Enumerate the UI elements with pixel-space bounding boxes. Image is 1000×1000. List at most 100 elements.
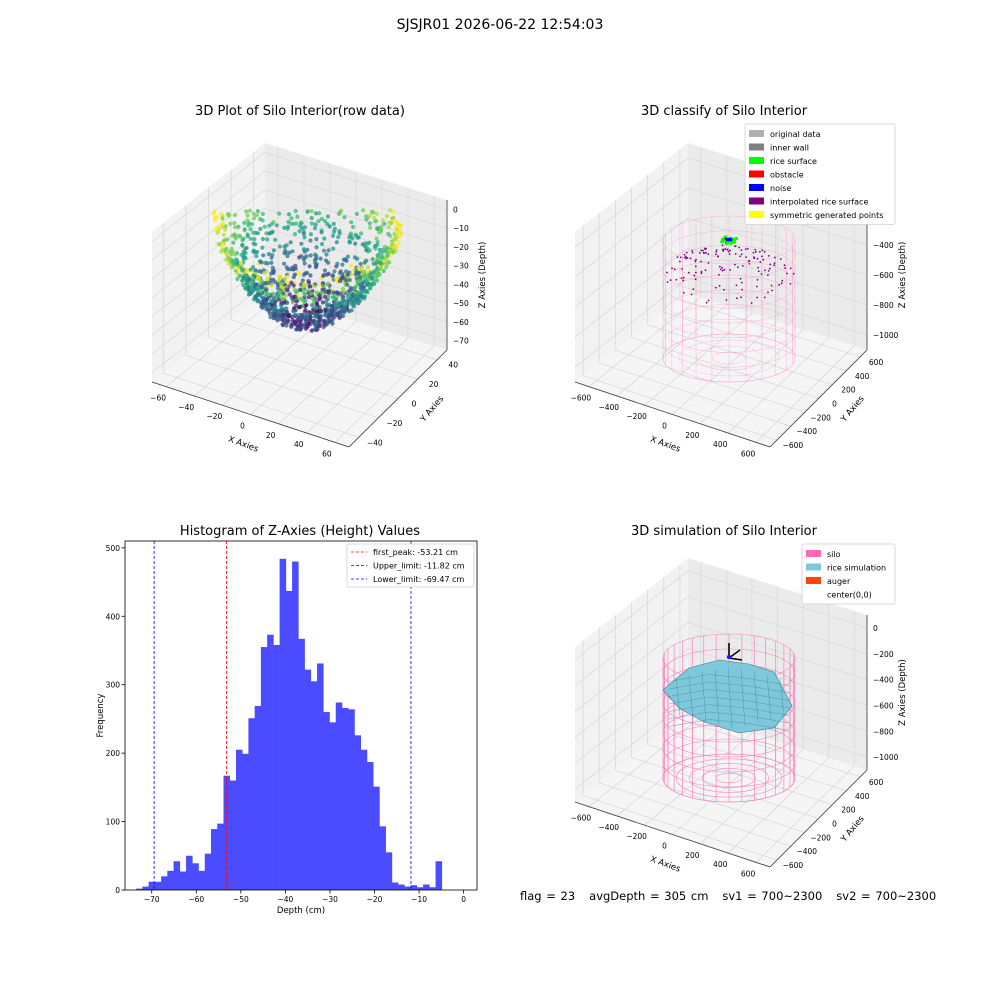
- plot3-bar: [136, 888, 143, 890]
- plot2-y-tick-label: −200: [810, 413, 831, 422]
- plot1-point: [348, 231, 353, 236]
- plot1-point: [260, 236, 265, 242]
- plot3-bar: [260, 647, 268, 890]
- plot1-point: [283, 293, 288, 298]
- plot2-interp-point: [721, 244, 724, 247]
- plot1-point: [386, 225, 391, 230]
- plot4-surface-mesh: [766, 674, 772, 720]
- plot2-interp-point: [760, 273, 763, 275]
- plot1-point: [293, 208, 298, 214]
- plot2-interp-point: [757, 270, 760, 273]
- plot2-interp-point: [691, 250, 693, 252]
- plot2-y-tick-label: 200: [841, 386, 856, 395]
- plot3-bar: [416, 887, 424, 890]
- plot1-point: [255, 209, 260, 214]
- plot4-legend-label: rice simulation: [827, 564, 886, 573]
- plot2-interp-point: [715, 253, 717, 256]
- plot1-point: [255, 287, 260, 292]
- plot1-point: [322, 236, 327, 241]
- plot4-z-tick-label: −800: [873, 727, 894, 736]
- plot2-grid-z: [574, 247, 868, 338]
- plot1-point: [310, 303, 315, 308]
- plot3-frame: [124, 540, 478, 891]
- plot2-interp-point: [676, 256, 679, 258]
- plot2-interp-point: [762, 258, 765, 261]
- plot1-point: [269, 283, 274, 288]
- plot3-x-tick-label: −30: [322, 895, 338, 904]
- plot1-point: [289, 323, 294, 328]
- plot1-point: [336, 235, 341, 240]
- plot1-point: [301, 247, 307, 252]
- plot1-point: [257, 292, 262, 297]
- plot3-bar: [192, 863, 199, 890]
- plot1-point: [284, 309, 290, 315]
- plot1-z-tick-label: −40: [453, 280, 469, 289]
- plot2-interp-point: [703, 252, 705, 255]
- plot2-legend-swatch: [749, 143, 764, 151]
- plot1-point: [260, 245, 265, 250]
- plot1-point: [276, 308, 281, 313]
- plot1-point: [309, 328, 314, 333]
- plot2-interp-point: [744, 248, 747, 251]
- plot1-point: [319, 241, 325, 247]
- plot2-interp-point: [754, 250, 757, 253]
- plot1-point: [297, 255, 302, 260]
- plot3-bar: [161, 876, 168, 890]
- plot1-point: [289, 216, 294, 221]
- plot1-point: [220, 224, 225, 229]
- plot3-bar: [341, 707, 349, 890]
- plot3-legend-label: Upper_limit: -11.82 cm: [373, 562, 465, 571]
- plot4-grid-z: [574, 596, 868, 687]
- plot4-grid-y: [582, 795, 778, 861]
- plot3-bar: [323, 712, 330, 890]
- plot1-point: [260, 211, 265, 217]
- plot1-point: [333, 300, 338, 305]
- plot1-point: [364, 248, 369, 253]
- plot2-interp-point: [768, 267, 771, 270]
- plot3-x-tick-label: −10: [411, 895, 427, 904]
- plot2-interp-point: [700, 272, 703, 275]
- plot2-legend-swatch: [749, 157, 764, 164]
- plot1-point: [347, 240, 352, 245]
- plot1-point: [341, 306, 346, 311]
- plot1-point: [273, 237, 278, 242]
- plot2-interp-point: [756, 257, 759, 260]
- plot1-point: [332, 226, 337, 231]
- plot2-y-axis-line: [769, 349, 868, 448]
- plot1-point: [271, 291, 276, 296]
- plot1-point: [271, 248, 276, 253]
- plot1-point: [313, 222, 318, 227]
- plot1-point: [382, 221, 387, 226]
- plot1-point: [377, 251, 382, 256]
- plot1-point: [239, 261, 244, 266]
- plot3-x-tick-label: −60: [188, 895, 204, 904]
- plot1-point: [285, 253, 290, 259]
- plot2-interp-point: [729, 269, 731, 271]
- plot1-point: [372, 244, 377, 249]
- plot1-point: [314, 245, 319, 250]
- plot2-interp-point: [715, 249, 718, 252]
- plot1-point: [269, 260, 274, 265]
- plot4-surface-mesh: [701, 671, 707, 723]
- plot3-bar: [317, 663, 324, 890]
- plot1-point: [311, 297, 316, 302]
- plot1-point: [244, 245, 249, 251]
- plot1-point: [269, 221, 275, 226]
- plot3-bar: [273, 645, 280, 890]
- plot1-point: [360, 265, 365, 270]
- plot3-y-axis-label: Frequency: [96, 694, 106, 738]
- plot1-point: [278, 313, 283, 318]
- plot1-point: [345, 282, 350, 287]
- plot1-point: [343, 302, 348, 307]
- plot3-y-tick-label: 100: [106, 818, 121, 827]
- plot3-bar: [285, 590, 293, 890]
- plot4-y-tick-label: −600: [783, 861, 804, 870]
- plot1-point: [322, 272, 327, 277]
- plot1-point: [234, 262, 239, 267]
- plot2-interp-point: [692, 288, 695, 290]
- plot3-bar: [298, 638, 305, 890]
- plot1-point: [292, 287, 298, 292]
- plot4-x-tick-label: −600: [571, 814, 592, 823]
- plot2-legend-label: interpolated rice surface: [770, 198, 868, 207]
- plot1-point: [348, 285, 353, 290]
